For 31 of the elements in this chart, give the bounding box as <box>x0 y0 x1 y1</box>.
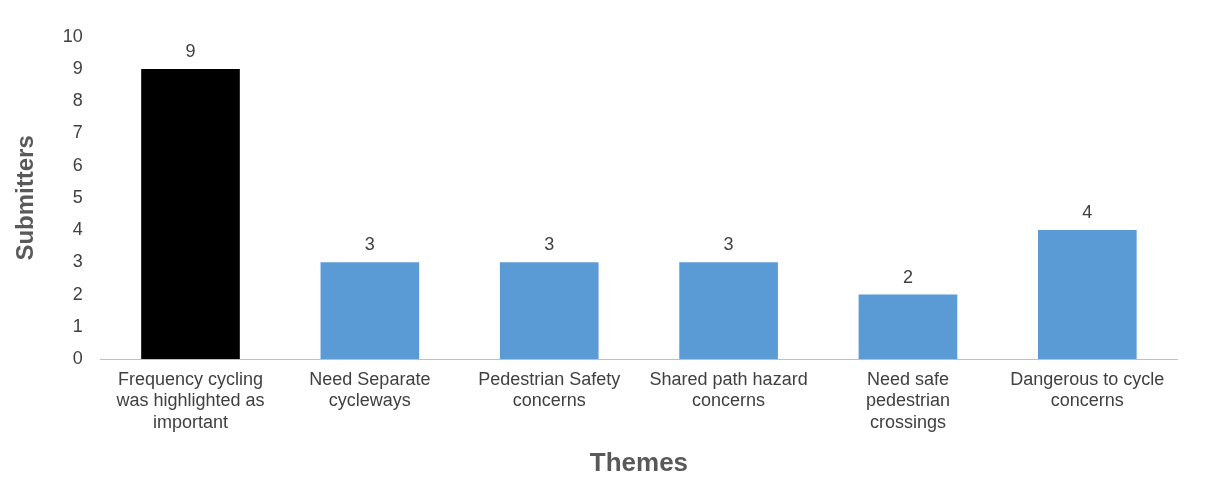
x-tick-label: Frequency cycling was highlighted as important <box>115 368 265 432</box>
y-tick-label: 2 <box>72 283 83 304</box>
y-tick-label: 10 <box>62 25 83 46</box>
x-tick-label: Pedestrian Safety concerns <box>478 368 621 411</box>
y-tick-label: 3 <box>72 251 83 272</box>
bar <box>499 262 599 359</box>
data-label: 4 <box>1082 202 1093 223</box>
y-tick-label: 7 <box>72 122 83 143</box>
x-tick-label: Need Separate cycleways <box>309 368 431 411</box>
bar <box>320 262 420 359</box>
x-tick-label: Shared path hazard concerns <box>649 368 808 411</box>
y-tick-label: 5 <box>72 186 83 207</box>
y-tick-label: 8 <box>72 90 83 111</box>
bar <box>858 294 958 359</box>
y-tick-label: 1 <box>72 315 83 336</box>
x-tick-label: Need safe pedestrian crossings <box>865 368 950 432</box>
y-tick-label: 6 <box>72 154 83 175</box>
y-tick-label: 9 <box>72 57 83 78</box>
data-label: 3 <box>723 234 734 255</box>
data-label: 2 <box>902 266 913 287</box>
x-axis-title: Themes <box>589 446 689 477</box>
y-axis-title: Submitters <box>11 135 39 261</box>
data-label: 3 <box>364 234 375 255</box>
x-tick-label: Dangerous to cycle concerns <box>1010 368 1165 411</box>
bar <box>1037 230 1137 359</box>
data-label: 3 <box>544 234 555 255</box>
y-tick-label: 4 <box>72 219 83 240</box>
bar <box>679 262 778 359</box>
data-label: 9 <box>185 40 196 61</box>
y-tick-label: 0 <box>72 347 83 368</box>
bar <box>141 69 240 359</box>
